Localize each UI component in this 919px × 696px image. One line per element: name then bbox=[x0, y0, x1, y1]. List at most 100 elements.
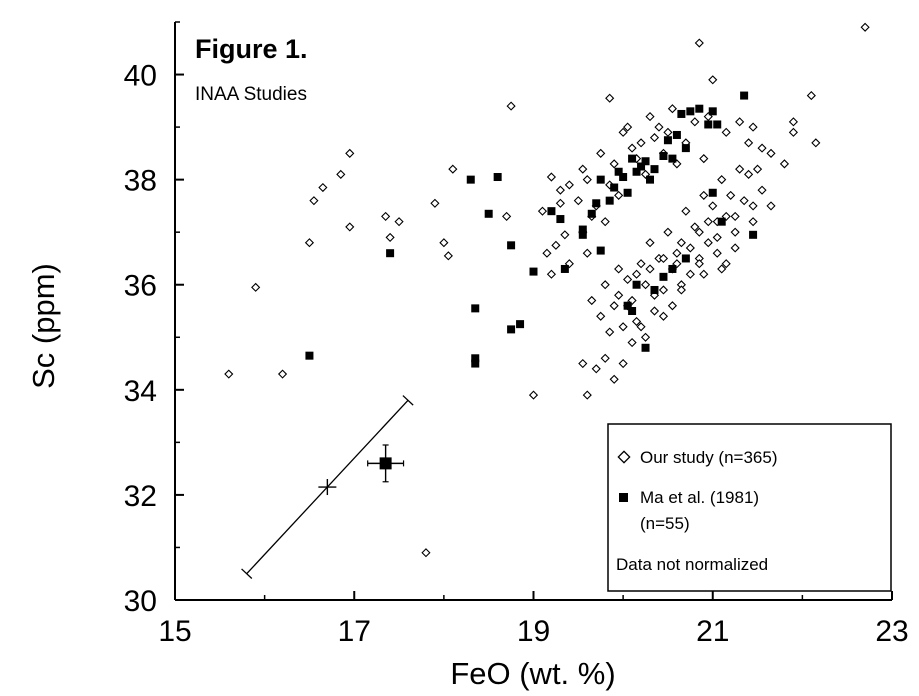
data-point-our-study bbox=[748, 217, 758, 227]
data-point-ma-et-al bbox=[587, 209, 596, 218]
data-point-our-study bbox=[528, 390, 539, 400]
legend-label-ma: Ma et al. (1981) bbox=[640, 488, 759, 507]
data-point-ma-et-al bbox=[507, 325, 516, 334]
data-point-our-study bbox=[748, 201, 758, 211]
data-point-our-study bbox=[744, 138, 754, 148]
data-point-our-study bbox=[717, 264, 727, 274]
data-point-ma-et-al bbox=[668, 264, 677, 273]
data-point-our-study bbox=[658, 285, 669, 295]
data-point-our-study bbox=[394, 217, 404, 227]
data-point-ma-et-al bbox=[516, 320, 525, 329]
data-point-ma-et-al bbox=[717, 217, 726, 226]
data-point-our-study bbox=[752, 164, 763, 174]
legend-label-our-study: Our study (n=365) bbox=[640, 448, 778, 467]
data-point-our-study bbox=[690, 117, 700, 127]
mixing-line-end-cap bbox=[241, 568, 253, 579]
data-point-our-study bbox=[640, 332, 651, 342]
data-point-ma-et-al bbox=[641, 343, 650, 352]
data-point-ma-et-al bbox=[659, 151, 668, 160]
y-tick-label: 30 bbox=[124, 585, 157, 618]
data-point-our-study bbox=[860, 22, 870, 32]
data-point-ma-et-al bbox=[596, 175, 605, 184]
data-point-our-study bbox=[645, 264, 655, 274]
data-point-ma-et-al bbox=[686, 107, 695, 116]
data-point-ma-et-al bbox=[386, 249, 395, 258]
data-point-our-study bbox=[735, 164, 745, 174]
data-point-our-study bbox=[712, 248, 722, 258]
data-point-ma-et-al bbox=[641, 157, 650, 166]
data-point-ma-et-al bbox=[578, 225, 587, 234]
data-point-ma-et-al bbox=[695, 104, 704, 113]
data-point-ma-et-al bbox=[493, 173, 502, 182]
data-point-our-study bbox=[609, 374, 619, 384]
x-ticks: 15 17 19 21 23 bbox=[158, 591, 909, 648]
data-point-our-study bbox=[627, 337, 637, 348]
data-point-ma-et-al bbox=[672, 130, 681, 139]
data-point-our-study bbox=[721, 259, 731, 269]
data-point-ma-et-al bbox=[704, 120, 713, 129]
data-point-our-study bbox=[609, 159, 619, 169]
data-point-ma-et-al bbox=[708, 107, 717, 116]
data-point-our-study bbox=[618, 322, 628, 332]
y-tick-label: 40 bbox=[124, 60, 157, 93]
data-point-our-study bbox=[623, 122, 633, 132]
data-point-ma-et-al bbox=[677, 109, 686, 118]
data-point-our-study bbox=[744, 169, 754, 179]
data-point-our-study bbox=[699, 269, 709, 279]
series-ma-et-al bbox=[305, 91, 758, 368]
data-point-our-study bbox=[649, 306, 660, 316]
data-point-ma-et-al bbox=[560, 264, 569, 273]
data-point-our-study bbox=[551, 240, 561, 250]
data-point-ma-et-al bbox=[507, 241, 516, 250]
y-tick-label: 34 bbox=[124, 375, 157, 408]
data-point-our-study bbox=[631, 269, 642, 279]
data-point-our-study bbox=[582, 248, 592, 258]
data-point-ma-et-al bbox=[529, 267, 538, 276]
data-point-our-study bbox=[304, 238, 315, 248]
data-point-ma-et-al bbox=[632, 280, 641, 289]
data-point-our-study bbox=[631, 316, 642, 327]
data-point-our-study bbox=[555, 185, 565, 195]
data-point-ma-et-al bbox=[471, 304, 480, 313]
data-point-ma-et-al bbox=[650, 285, 659, 294]
data-point-our-study bbox=[779, 159, 790, 169]
data-point-our-study bbox=[546, 269, 557, 279]
data-point-our-study bbox=[627, 143, 637, 153]
data-point-our-study bbox=[277, 369, 288, 379]
data-point-our-study bbox=[708, 75, 718, 85]
x-tick-label: 15 bbox=[158, 615, 191, 648]
data-point-our-study bbox=[627, 295, 637, 306]
data-point-ma-et-al bbox=[466, 175, 475, 184]
data-point-our-study bbox=[690, 222, 700, 232]
data-point-our-study bbox=[735, 117, 745, 127]
data-point-our-study bbox=[667, 301, 677, 311]
data-point-our-study bbox=[636, 259, 646, 269]
data-point-our-study bbox=[582, 175, 592, 185]
data-point-our-study bbox=[649, 133, 660, 143]
data-point-our-study bbox=[502, 211, 512, 221]
data-point-our-study bbox=[614, 290, 624, 300]
data-point-our-study bbox=[766, 148, 776, 158]
data-point-ma-et-al bbox=[556, 215, 565, 224]
data-point-our-study bbox=[596, 148, 606, 158]
data-point-our-study bbox=[806, 90, 816, 101]
data-point-our-study bbox=[385, 232, 395, 243]
data-point-our-study bbox=[345, 222, 355, 232]
data-point-our-study bbox=[788, 127, 798, 137]
data-point-ma-et-al bbox=[668, 154, 677, 163]
data-point-our-study bbox=[537, 206, 548, 216]
y-axis-title: Sc (ppm) bbox=[26, 263, 61, 389]
data-point-our-study bbox=[596, 311, 606, 321]
y-tick-label: 38 bbox=[124, 165, 157, 198]
data-point-ma-et-al bbox=[749, 230, 758, 239]
data-point-our-study bbox=[636, 138, 646, 148]
data-point-ma-et-al bbox=[578, 230, 587, 239]
data-point-our-study bbox=[645, 238, 655, 248]
data-point-our-study bbox=[757, 185, 767, 195]
y-ticks: 30 32 34 36 38 40 bbox=[124, 21, 184, 618]
data-point-our-study bbox=[542, 248, 552, 258]
data-point-our-study bbox=[309, 196, 319, 206]
data-point-ma-et-al bbox=[471, 359, 480, 368]
data-point-our-study bbox=[618, 358, 628, 369]
